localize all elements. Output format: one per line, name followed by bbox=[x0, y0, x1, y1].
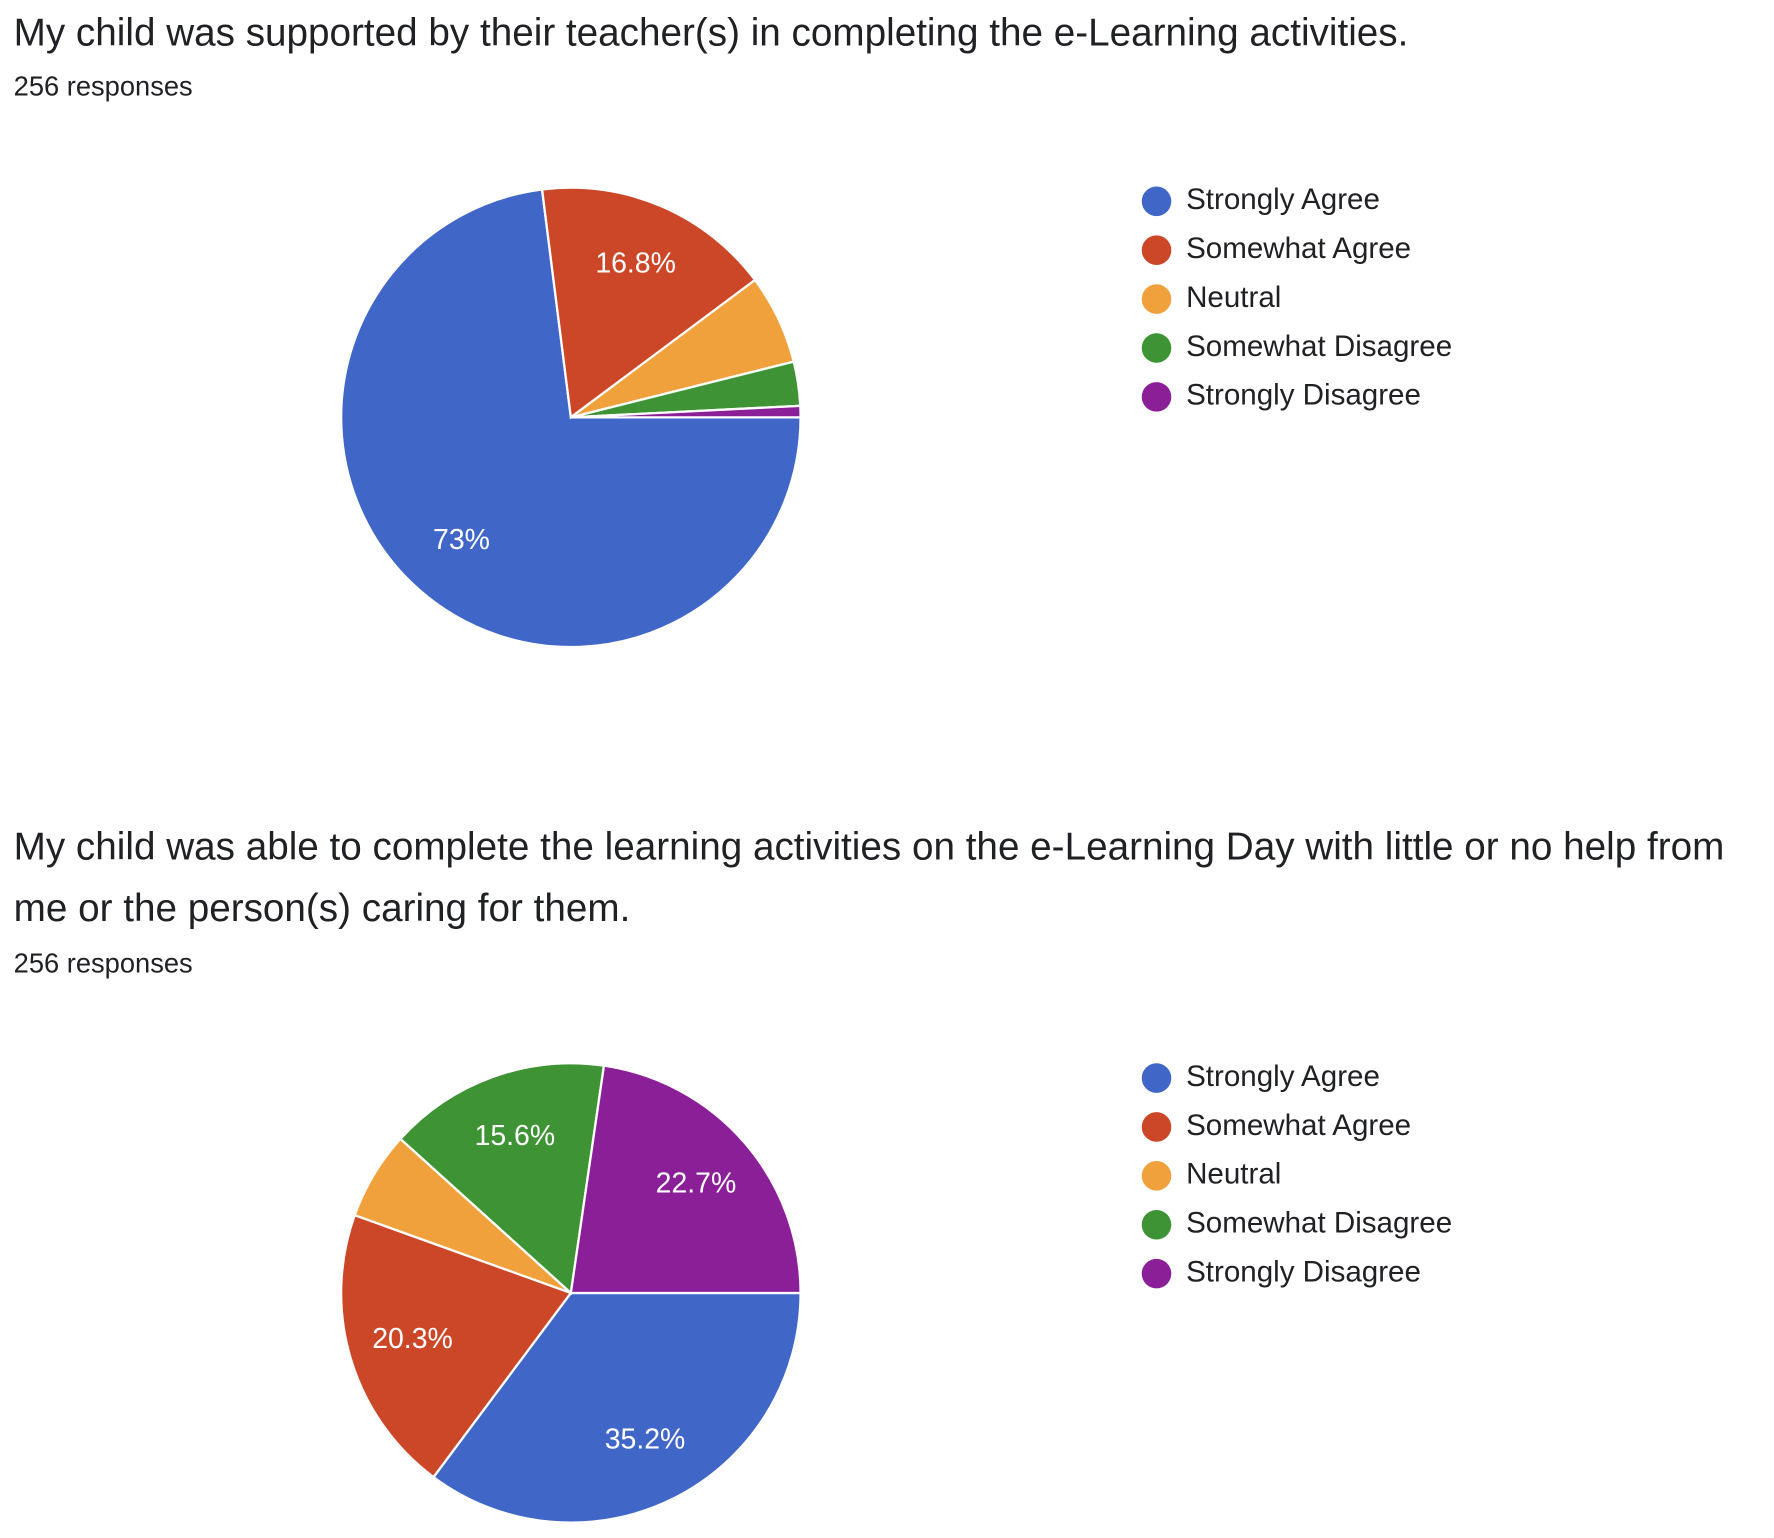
data-label: 73% bbox=[433, 524, 490, 556]
legend-swatch bbox=[1141, 235, 1172, 265]
chart-subtitle: 256 responses bbox=[13, 948, 193, 980]
legend-label: Neutral bbox=[1186, 1158, 1281, 1191]
data-label: 22.7% bbox=[656, 1167, 737, 1199]
legend-label: Somewhat Agree bbox=[1186, 232, 1411, 265]
legend-label: Neutral bbox=[1186, 281, 1281, 314]
legend-label: Strongly Agree bbox=[1186, 1060, 1380, 1093]
chart-title: My child was able to complete the learni… bbox=[13, 825, 1725, 931]
legend-swatch bbox=[1141, 333, 1172, 363]
pie-slice bbox=[398, 1062, 606, 1296]
pie-slice bbox=[569, 1064, 802, 1295]
data-label: 20.3% bbox=[372, 1323, 453, 1355]
chart-subtitle: 256 responses bbox=[13, 71, 193, 103]
legend-label: Somewhat Agree bbox=[1186, 1109, 1411, 1142]
pie-slice bbox=[340, 1213, 573, 1479]
legend-label: Strongly Agree bbox=[1186, 183, 1380, 216]
legend-swatch bbox=[1141, 1209, 1172, 1240]
legend-swatch bbox=[1141, 1258, 1172, 1289]
legend-swatch bbox=[1141, 284, 1172, 314]
legend-swatch bbox=[1141, 1063, 1172, 1093]
legend-label: Somewhat Disagree bbox=[1186, 1207, 1452, 1240]
legend-label: Strongly Disagree bbox=[1186, 379, 1421, 412]
legend-swatch bbox=[1141, 1112, 1172, 1142]
chart-title: My child was supported by their teacher(… bbox=[13, 11, 1409, 55]
pie-slice bbox=[540, 186, 757, 420]
legend-swatch bbox=[1141, 186, 1172, 217]
legend-label: Somewhat Disagree bbox=[1186, 330, 1452, 363]
pie-slice bbox=[431, 1291, 802, 1524]
legend-label: Strongly Disagree bbox=[1186, 1255, 1421, 1288]
data-label: 15.6% bbox=[475, 1120, 556, 1152]
data-label: 16.8% bbox=[595, 248, 676, 280]
pie-slice bbox=[570, 404, 802, 419]
data-label: 35.2% bbox=[605, 1423, 686, 1455]
legend-swatch bbox=[1141, 1161, 1172, 1191]
legend-swatch bbox=[1141, 382, 1172, 412]
